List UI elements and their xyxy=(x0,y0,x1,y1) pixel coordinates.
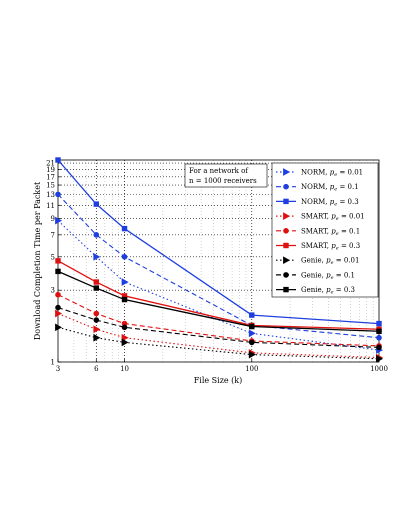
x-tick-label: 1000 xyxy=(370,365,388,373)
data-point xyxy=(55,216,63,225)
y-tick-label: 11 xyxy=(46,202,55,210)
data-point xyxy=(249,312,255,318)
y-tick-label: 13 xyxy=(46,191,55,199)
data-point xyxy=(93,285,100,291)
y-tick-label: 1 xyxy=(51,359,55,367)
x-tick-label: 100 xyxy=(245,365,258,373)
legend-label: SMART, pe = 0.3 xyxy=(301,242,360,252)
x-tick-label: 6 xyxy=(94,365,99,373)
y-tick-label: 9 xyxy=(51,215,55,223)
data-point xyxy=(93,201,100,207)
annotation-line-2: n = 1000 receivers xyxy=(189,177,257,185)
y-tick-label: 7 xyxy=(51,231,55,239)
data-point xyxy=(121,254,128,260)
legend-item: SMART, pe = 0.3 xyxy=(276,242,360,252)
x-tick-label: 3 xyxy=(56,365,60,373)
data-point xyxy=(93,279,100,285)
legend-item: NORM, pe = 0.01 xyxy=(276,168,363,179)
data-point xyxy=(376,320,382,327)
legend-label: NORM, pe = 0.1 xyxy=(301,183,359,193)
legend-marker xyxy=(283,183,289,190)
legend-marker xyxy=(283,286,289,293)
series-line xyxy=(57,307,380,348)
legend-marker xyxy=(283,168,291,176)
legend-item: Genie, pe = 0.01 xyxy=(276,256,359,267)
series-group xyxy=(55,157,384,363)
data-point xyxy=(376,354,384,363)
data-point xyxy=(93,232,100,238)
legend-item: NORM, pe = 0.1 xyxy=(276,183,359,193)
data-point xyxy=(55,304,61,311)
legend-label: SMART, pe = 0.1 xyxy=(301,227,360,237)
legend-label: Genie, pe = 0.3 xyxy=(301,286,355,296)
legend-item: Genie, pe = 0.3 xyxy=(276,286,355,296)
data-point xyxy=(93,252,101,261)
data-point xyxy=(121,338,129,347)
y-tick-label: 21 xyxy=(46,160,55,168)
data-point xyxy=(121,225,128,232)
data-point xyxy=(121,324,128,331)
data-point xyxy=(248,350,256,359)
data-point xyxy=(93,333,101,342)
data-point xyxy=(248,339,255,346)
data-point xyxy=(93,325,101,334)
data-point xyxy=(121,333,129,342)
y-tick-label: 3 xyxy=(51,287,55,295)
series-6 xyxy=(55,323,384,363)
y-tick-label: 5 xyxy=(51,253,55,261)
legend-label: SMART, pe = 0.01 xyxy=(301,213,365,223)
data-point xyxy=(55,309,63,318)
data-point xyxy=(249,323,255,330)
legend-marker xyxy=(283,198,289,205)
legend-item: NORM, pe = 0.3 xyxy=(276,198,359,208)
legend-marker xyxy=(283,228,289,234)
legend-marker xyxy=(283,272,289,278)
legend-box xyxy=(271,162,379,298)
y-tick-label: 15 xyxy=(46,182,55,190)
y-tick-label: 17 xyxy=(46,173,55,181)
legend-marker xyxy=(283,256,291,265)
data-point xyxy=(248,329,256,338)
legend-label: NORM, pe = 0.01 xyxy=(301,169,363,179)
y-tick-label: 19 xyxy=(46,166,55,174)
legend-item: Genie, pe = 0.1 xyxy=(276,271,355,281)
legend: NORM, pe = 0.01 NORM, pe = 0.1 NORM, pe = … xyxy=(271,162,379,298)
data-point xyxy=(55,258,61,264)
data-point xyxy=(55,291,61,298)
data-point xyxy=(55,157,61,163)
data-point xyxy=(55,191,61,198)
legend-item: SMART, pe = 0.01 xyxy=(276,212,365,223)
series-8 xyxy=(55,268,382,334)
legend-label: NORM, pe = 0.3 xyxy=(301,198,359,208)
data-point xyxy=(121,278,129,286)
data-point xyxy=(376,334,382,341)
data-point xyxy=(93,310,100,317)
legend-label: Genie, pe = 0.01 xyxy=(301,257,359,267)
legend-item: SMART, pe = 0.1 xyxy=(276,227,360,237)
y-axis-label: Download Completion Time per Packet xyxy=(33,181,42,340)
x-axis: 3 6 10 100 1000 xyxy=(56,359,388,373)
data-point xyxy=(121,296,128,303)
x-axis-label: File Size (k) xyxy=(194,376,243,385)
data-point xyxy=(376,344,382,351)
annotation-box: For a network of n = 1000 receivers xyxy=(184,163,268,188)
data-point xyxy=(93,317,100,323)
data-point xyxy=(55,268,61,275)
data-point xyxy=(376,328,382,334)
legend-label: Genie, pe = 0.1 xyxy=(301,271,355,281)
annotation-line-1: For a network of xyxy=(189,167,249,175)
series-line xyxy=(57,326,380,360)
data-point xyxy=(55,323,63,332)
legend-marker xyxy=(283,212,291,220)
series-2 xyxy=(55,157,382,327)
x-tick-label: 10 xyxy=(120,365,129,373)
series-line xyxy=(57,313,380,359)
legend-marker xyxy=(283,242,289,249)
series-7 xyxy=(55,304,382,351)
